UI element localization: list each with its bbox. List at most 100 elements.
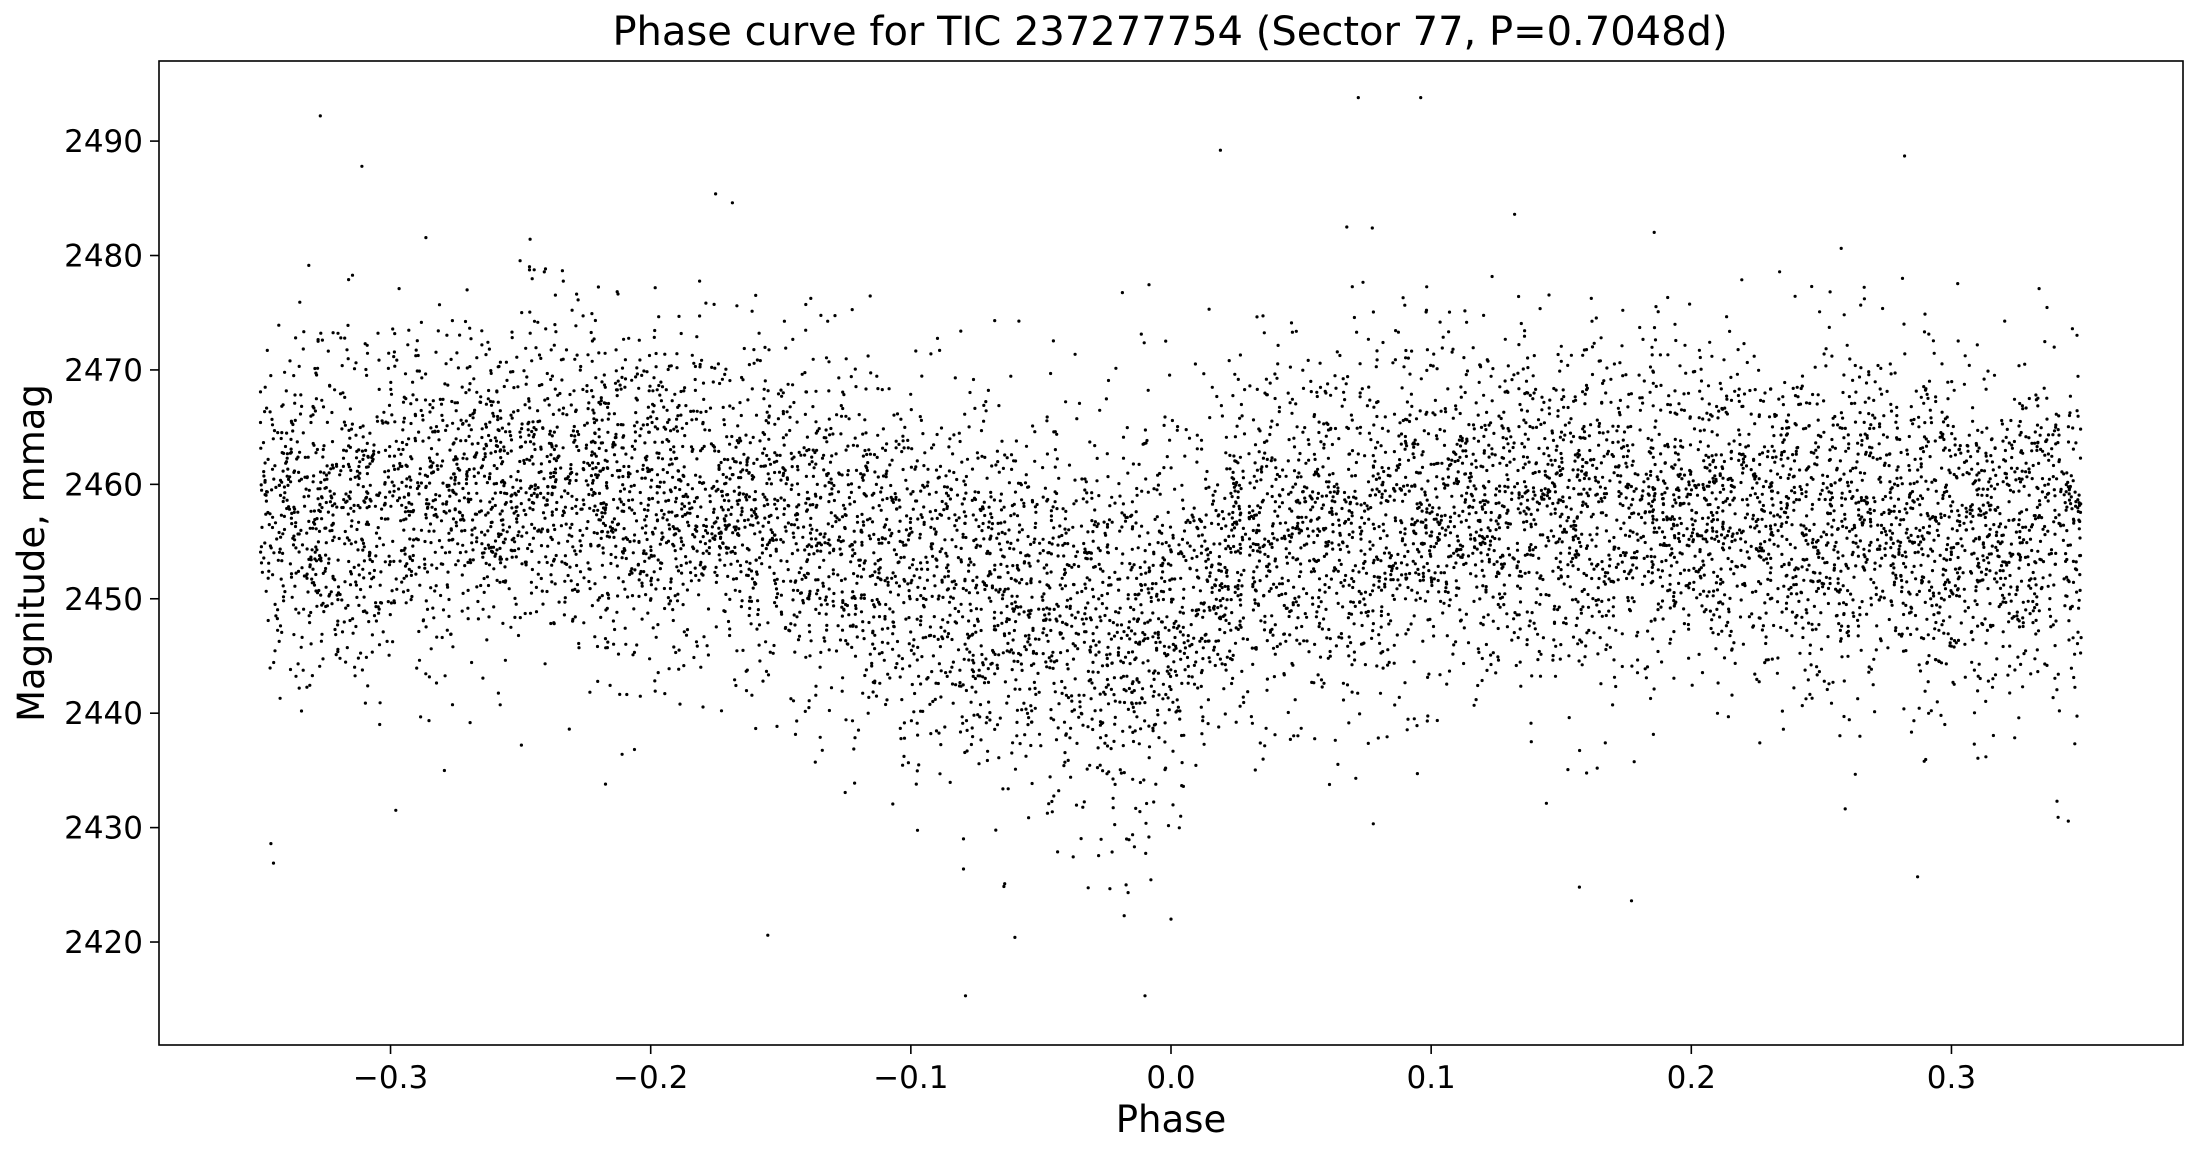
data-point [1520,442,1524,446]
data-point [1118,700,1122,704]
data-point [1455,482,1460,486]
data-point [1780,564,1784,569]
data-point [549,377,553,382]
data-point [748,441,752,445]
data-point [1692,566,1696,571]
data-point [1945,558,1949,562]
data-point [1317,430,1321,435]
data-point [528,237,532,241]
data-point [2001,600,2005,604]
data-point [454,520,458,525]
data-point [1274,585,1279,589]
data-point [1687,483,1691,487]
data-point [2041,449,2045,453]
data-point [2066,440,2071,444]
data-point [595,513,599,517]
data-point [592,411,596,415]
data-point [1476,413,1480,417]
data-point [1420,453,1424,457]
data-point [1301,430,1305,434]
data-point [311,526,315,530]
data-point [1190,675,1194,679]
data-point [1841,416,1845,420]
data-point [860,512,864,517]
data-point [878,602,882,606]
data-point [1798,651,1802,655]
data-point [752,461,756,465]
data-point [1879,366,1883,370]
data-point [765,543,770,547]
data-point [1124,515,1128,520]
data-point [1184,428,1188,432]
data-point [1482,313,1486,317]
data-point [764,419,768,423]
data-point [1290,397,1294,401]
data-point [1988,508,1992,512]
data-point [1749,412,1753,416]
data-point [1616,562,1620,566]
data-point [1322,446,1326,450]
data-point [2071,636,2075,640]
data-point [661,535,665,539]
data-point [715,479,719,483]
data-point [527,498,531,502]
data-point [1070,565,1074,569]
data-point [1766,577,1770,581]
data-point [714,565,718,570]
data-point [577,641,581,646]
data-point [1660,569,1664,573]
data-point [1757,530,1761,534]
data-point [265,348,269,352]
data-point [1624,496,1628,500]
data-point [427,456,432,460]
data-point [2035,648,2039,652]
data-point [1188,644,1192,648]
data-point [1206,698,1210,702]
data-point [1472,545,1477,549]
data-point [498,512,502,516]
data-point [1940,466,1944,470]
data-point [2014,478,2018,482]
data-point [415,339,419,343]
data-point [1638,408,1642,412]
data-point [1139,332,1143,336]
data-point [1320,506,1324,510]
data-point [1816,579,1820,584]
data-point [1691,479,1695,483]
data-point [1218,627,1222,632]
data-point [832,591,836,596]
data-point [666,367,670,372]
data-point [1952,645,1956,649]
data-point [481,607,485,611]
data-point [1353,474,1357,478]
data-point [1616,473,1620,478]
data-point [2057,709,2061,713]
data-point [1135,493,1139,497]
data-point [1815,589,1819,594]
data-point [1585,771,1589,775]
data-point [589,474,594,478]
data-point [1569,507,1573,511]
data-point [675,366,679,370]
data-point [653,526,657,530]
data-point [1689,534,1693,538]
data-point [1163,626,1167,630]
data-point [267,523,271,527]
data-point [637,338,641,342]
data-point [961,683,965,687]
data-point [1027,609,1031,613]
data-point [1370,636,1374,641]
data-point [1220,414,1224,418]
data-point [1167,544,1171,548]
data-point [632,539,636,543]
data-point [1383,415,1387,419]
data-point [801,598,805,603]
data-point [1469,533,1473,537]
data-point [1236,583,1240,588]
data-point [1786,476,1790,480]
data-point [926,480,930,484]
data-point [1717,539,1721,544]
data-point [1828,290,1832,294]
data-point [2000,593,2005,597]
data-point [1384,577,1388,581]
